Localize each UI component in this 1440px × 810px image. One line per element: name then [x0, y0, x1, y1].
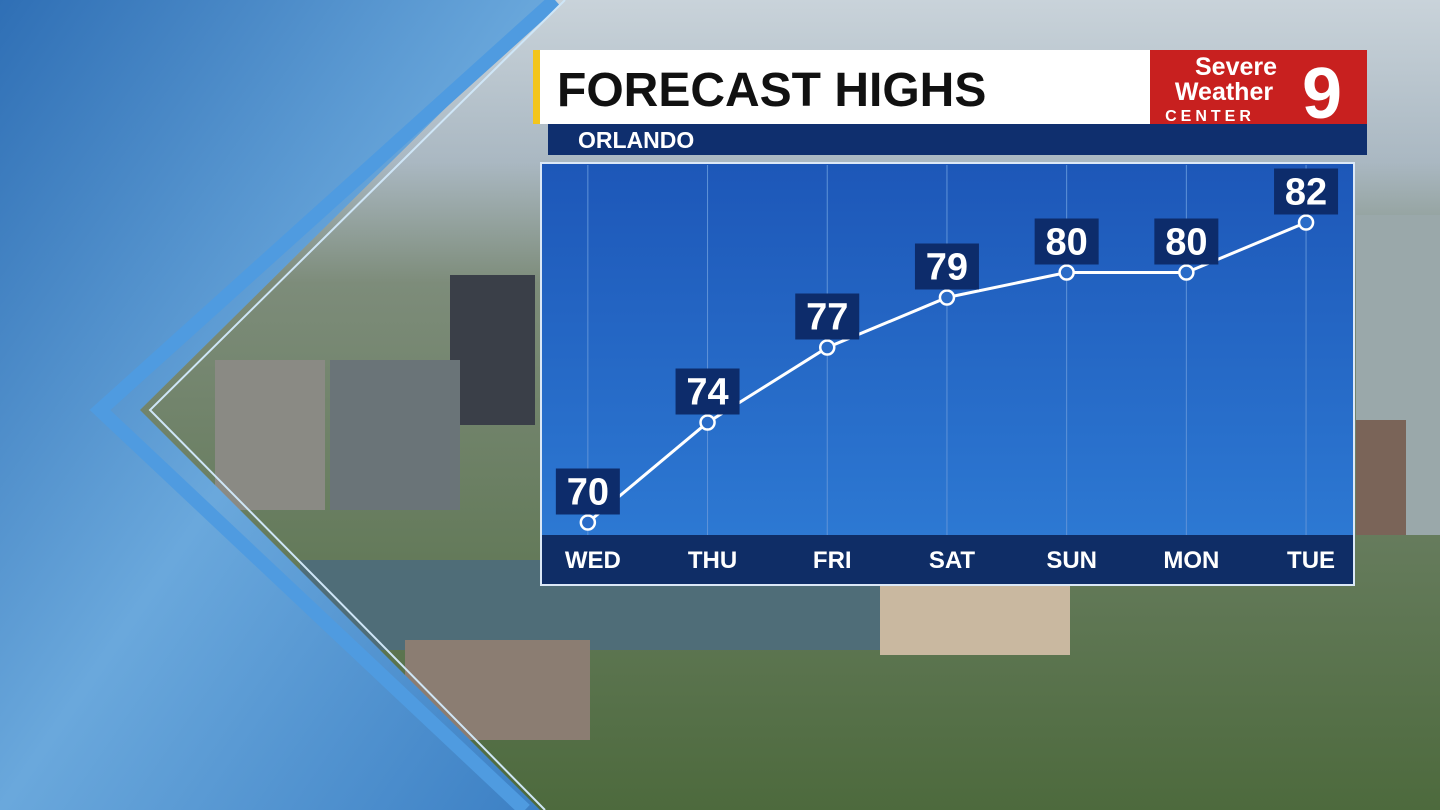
logo-number: 9 [1302, 54, 1342, 134]
value-label: 80 [1165, 222, 1207, 264]
x-tick-label: THU [688, 547, 737, 574]
x-tick-label: SUN [1046, 547, 1097, 574]
data-point [819, 339, 836, 356]
value-label: 70 [567, 472, 609, 514]
value-label-box [795, 293, 860, 340]
logo-text: CENTER [1165, 108, 1255, 125]
data-point [1058, 264, 1075, 281]
title: FORECAST HIGHS [557, 64, 986, 117]
data-point [699, 414, 716, 431]
data-point [938, 289, 956, 306]
value-label: 82 [1285, 172, 1327, 214]
building [450, 275, 535, 425]
x-tick-label: TUE [1287, 547, 1335, 574]
title-accent [533, 50, 540, 124]
logo-text: Weather [1175, 78, 1273, 106]
value-label-box [555, 468, 620, 515]
chevron-edge [148, 0, 566, 810]
subtitle-bar [548, 124, 1367, 155]
building [215, 360, 325, 510]
x-tick-label: MON [1163, 547, 1219, 574]
data-point [1297, 214, 1315, 231]
logo [1150, 50, 1367, 124]
building [330, 360, 460, 510]
data-point [1178, 264, 1195, 281]
day-bar [542, 535, 1353, 584]
x-tick-label: FRI [813, 547, 852, 574]
data-point [579, 514, 597, 531]
logo-text: Severe [1195, 53, 1277, 81]
building [1356, 420, 1406, 535]
value-label-box [1274, 168, 1339, 215]
value-label-box [914, 243, 979, 290]
x-tick-label: WED [565, 547, 621, 574]
building [880, 585, 1070, 655]
value-label-box [1154, 218, 1219, 265]
value-label: 77 [806, 297, 848, 339]
left-chevron-panel [0, 0, 555, 810]
title-bar [533, 50, 1153, 124]
value-label-box [675, 368, 740, 415]
x-tick-label: SAT [929, 547, 976, 574]
plot-area [540, 162, 1355, 586]
value-label: 80 [1046, 222, 1088, 264]
value-label-box [1034, 218, 1099, 265]
subtitle: ORLANDO [578, 127, 694, 153]
value-label: 79 [926, 247, 968, 289]
chevron-edge [89, 0, 560, 810]
value-label: 74 [686, 372, 728, 414]
